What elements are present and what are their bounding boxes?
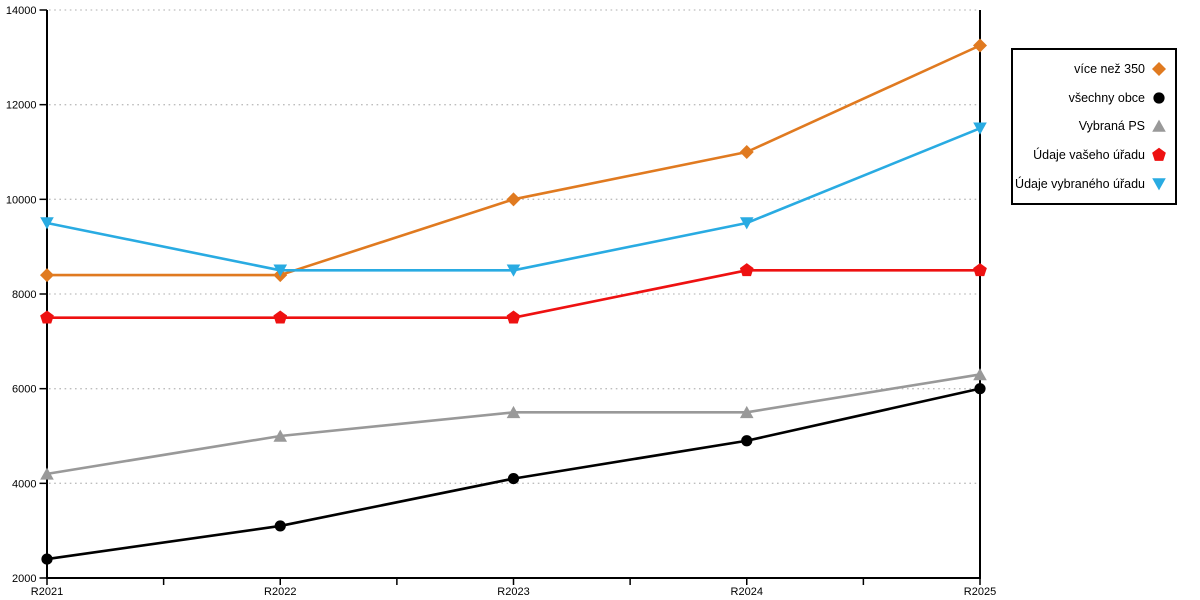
data-point (507, 473, 520, 485)
circle-marker-icon (974, 383, 986, 395)
x-axis-label: R2025 (964, 586, 996, 598)
series-line (46, 373, 981, 476)
legend-item-label: všechny obce (1068, 90, 1145, 105)
data-point (273, 310, 288, 324)
data-point (40, 310, 54, 324)
legend-item: všechny obce (1021, 90, 1167, 106)
legend-item: Údaje vybraného úřadu (1015, 176, 1167, 192)
data-point (273, 264, 288, 277)
y-axis-label: 2000 (12, 573, 36, 585)
y-axis-label: 10000 (6, 194, 37, 206)
data-point (973, 38, 987, 53)
triangle-down-marker-icon (739, 217, 754, 230)
diamond-marker-icon (506, 192, 521, 207)
y-axis-label: 14000 (6, 5, 37, 17)
legend-item-label: Vybraná PS (1078, 119, 1145, 134)
diamond-marker-icon (739, 145, 754, 159)
data-point (739, 405, 754, 419)
legend-marker (1152, 177, 1166, 191)
triangle-up-marker-icon (40, 467, 54, 480)
data-point (40, 217, 54, 230)
y-axis-label: 12000 (6, 100, 37, 112)
pentagon-marker-icon (506, 310, 521, 324)
data-point (739, 145, 754, 159)
y-axis-label: 6000 (12, 384, 36, 396)
legend-item-label: více než 350 (1074, 62, 1145, 77)
legend-marker (1152, 62, 1166, 77)
data-point (973, 122, 987, 135)
legend-item: Vybraná PS (1021, 118, 1167, 134)
triangle-down-marker-icon (973, 122, 987, 135)
circle-marker-icon (1153, 92, 1165, 104)
legend-item: Údaje vašeho úřadu (1021, 147, 1167, 163)
circle-marker-icon (41, 553, 53, 565)
data-point (40, 268, 54, 283)
data-point (506, 192, 521, 207)
pentagon-marker-icon (1152, 147, 1166, 161)
data-point (974, 383, 986, 395)
diamond-marker-icon (1152, 62, 1166, 77)
data-point (506, 264, 521, 277)
triangle-down-marker-icon (506, 264, 521, 277)
data-point (506, 310, 521, 324)
legend-item-label: Údaje vašeho úřadu (1033, 148, 1145, 163)
x-axis-label: R2021 (31, 586, 63, 598)
triangle-down-marker-icon (273, 264, 288, 277)
x-axis-label: R2022 (264, 586, 296, 598)
legend-item-label: Údaje vybraného úřadu (1015, 176, 1145, 191)
data-point (973, 368, 987, 381)
triangle-down-marker-icon (40, 217, 54, 230)
data-point (41, 553, 53, 565)
diamond-marker-icon (40, 268, 54, 283)
y-axis-label: 4000 (12, 478, 36, 490)
pentagon-marker-icon (273, 310, 288, 324)
triangle-up-marker-icon (739, 405, 754, 419)
legend-item: více než 350 (1021, 61, 1167, 77)
series-line (47, 44, 981, 277)
data-point (739, 263, 754, 277)
pentagon-marker-icon (973, 263, 987, 277)
data-point (739, 217, 754, 230)
data-point (274, 520, 286, 532)
circle-marker-icon (507, 473, 520, 485)
triangle-up-marker-icon (973, 368, 987, 381)
legend-marker (1152, 147, 1166, 161)
data-point (506, 405, 521, 419)
triangle-down-marker-icon (1152, 177, 1166, 191)
data-point (973, 263, 987, 277)
diamond-marker-icon (973, 38, 987, 53)
legend: více než 350 všechny obce Vybraná PS Údaje … (1011, 48, 1177, 205)
data-point (40, 467, 54, 480)
triangle-up-marker-icon (1152, 120, 1166, 133)
legend-marker (1152, 120, 1166, 133)
x-axis-label: R2023 (497, 586, 529, 598)
triangle-up-marker-icon (506, 405, 521, 419)
pentagon-marker-icon (40, 310, 54, 324)
circle-marker-icon (741, 435, 753, 447)
triangle-up-marker-icon (273, 429, 288, 442)
x-axis-label: R2024 (731, 586, 763, 598)
legend-marker (1153, 92, 1165, 104)
data-point (741, 435, 753, 447)
circle-marker-icon (274, 520, 286, 532)
data-point (273, 429, 288, 442)
y-axis-label: 8000 (12, 289, 36, 301)
pentagon-marker-icon (739, 263, 754, 277)
